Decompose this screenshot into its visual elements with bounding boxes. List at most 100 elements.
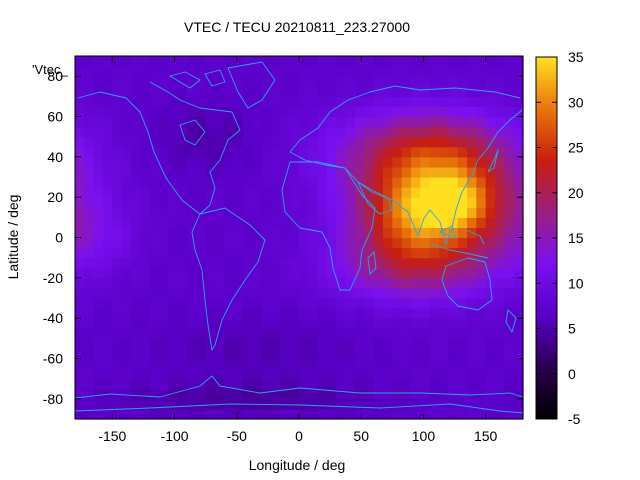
heatmap-cell	[243, 207, 253, 218]
heatmap-cell	[439, 378, 449, 390]
heatmap-cell	[476, 116, 487, 128]
heatmap-cell	[439, 166, 449, 178]
heatmap-cell	[513, 96, 524, 108]
heatmap-cell	[112, 166, 123, 178]
heatmap-cell	[271, 408, 281, 420]
heatmap-cell	[392, 96, 403, 108]
heatmap-cell	[187, 368, 197, 380]
heatmap-cell	[112, 136, 123, 148]
x-tick-label: -50	[227, 428, 247, 444]
heatmap-cell	[243, 177, 253, 188]
heatmap-cell	[513, 156, 524, 168]
heatmap-cell	[504, 217, 515, 229]
heatmap-cell	[140, 66, 151, 77]
heatmap-cell	[392, 227, 403, 239]
heatmap-cell	[429, 358, 440, 370]
heatmap-cell	[364, 267, 375, 279]
heatmap-cell	[457, 277, 468, 289]
heatmap-cell	[233, 86, 244, 97]
heatmap-cell	[476, 348, 487, 360]
heatmap-cell	[271, 227, 281, 239]
heatmap-cell	[401, 348, 412, 360]
heatmap-cell	[317, 378, 328, 390]
heatmap-cell	[149, 197, 160, 208]
heatmap-cell	[485, 96, 496, 108]
heatmap-cell	[252, 66, 263, 77]
heatmap-cell	[429, 56, 440, 67]
heatmap-cell	[373, 328, 384, 339]
heatmap-cell	[187, 338, 197, 350]
heatmap-cell	[364, 187, 375, 198]
heatmap-cell	[93, 227, 104, 239]
heatmap-cell	[233, 76, 244, 87]
heatmap-cell	[93, 318, 104, 329]
heatmap-cell	[103, 227, 113, 239]
heatmap-cell	[252, 76, 263, 87]
heatmap-cell	[84, 86, 95, 97]
heatmap-cell	[411, 358, 421, 370]
heatmap-cell	[215, 56, 225, 67]
heatmap-cell	[261, 368, 272, 380]
heatmap-cell	[261, 106, 272, 118]
heatmap-cell	[140, 287, 151, 299]
heatmap-cell	[121, 177, 132, 188]
heatmap-cell	[93, 338, 104, 350]
heatmap-cell	[121, 166, 132, 178]
heatmap-cell	[131, 358, 141, 370]
heatmap-cell	[149, 247, 160, 259]
heatmap-cell	[345, 237, 356, 249]
heatmap-cell	[373, 308, 384, 319]
heatmap-cell	[233, 237, 244, 249]
heatmap-cell	[215, 96, 225, 108]
heatmap-cell	[476, 368, 487, 380]
heatmap-cell	[308, 267, 319, 279]
heatmap-cell	[513, 308, 524, 319]
heatmap-cell	[196, 287, 207, 299]
heatmap-cell	[439, 328, 449, 339]
heatmap-cell	[429, 388, 440, 400]
heatmap-cell	[448, 56, 459, 67]
heatmap-cell	[392, 308, 403, 319]
y-tick-label: 60	[47, 109, 63, 125]
heatmap-cell	[299, 187, 309, 198]
heatmap-cell	[327, 368, 337, 380]
heatmap-cell	[336, 56, 347, 67]
heatmap-cell	[308, 197, 319, 208]
heatmap-cell	[196, 166, 207, 178]
heatmap-cell	[448, 126, 459, 138]
heatmap-cell	[224, 247, 235, 259]
heatmap-cell	[336, 96, 347, 108]
heatmap-cell	[271, 277, 281, 289]
heatmap-cell	[504, 368, 515, 380]
heatmap-cell	[485, 126, 496, 138]
heatmap-cell	[280, 287, 291, 299]
heatmap-cell	[439, 86, 449, 97]
heatmap-cell	[513, 338, 524, 350]
heatmap-cell	[140, 308, 151, 319]
heatmap-cell	[513, 86, 524, 97]
heatmap-cell	[75, 197, 85, 208]
heatmap-cell	[420, 398, 431, 410]
heatmap-cell	[159, 287, 169, 299]
heatmap-cell	[327, 126, 337, 138]
heatmap-cell	[131, 348, 141, 360]
heatmap-cell	[187, 267, 197, 279]
heatmap-cell	[280, 227, 291, 239]
heatmap-cell	[187, 156, 197, 168]
heatmap-cell	[317, 197, 328, 208]
heatmap-cell	[149, 56, 160, 67]
heatmap-cell	[280, 318, 291, 329]
heatmap-cell	[355, 197, 365, 208]
heatmap-cell	[401, 106, 412, 118]
heatmap-cell	[215, 86, 225, 97]
heatmap-cell	[112, 298, 123, 309]
heatmap-cell	[168, 247, 179, 259]
heatmap-cell	[84, 287, 95, 299]
heatmap-cell	[467, 86, 477, 97]
heatmap-cell	[327, 116, 337, 128]
heatmap-cell	[168, 217, 179, 229]
heatmap-cell	[121, 318, 132, 329]
heatmap-cell	[177, 338, 188, 350]
heatmap-cell	[93, 298, 104, 309]
heatmap-cell	[159, 398, 169, 410]
